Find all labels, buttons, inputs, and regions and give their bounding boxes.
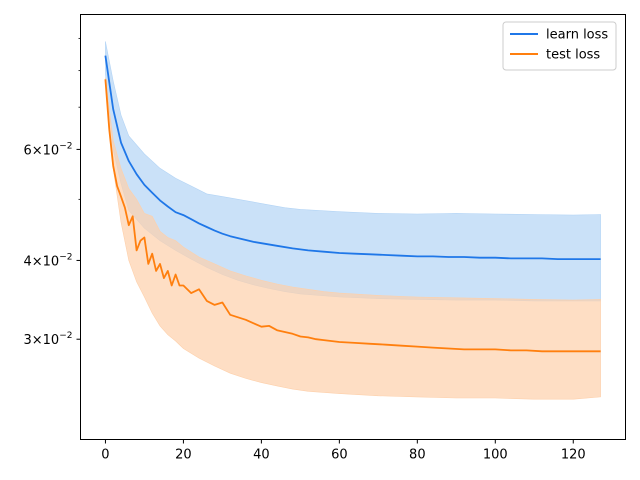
x-tick-label: 120	[561, 448, 586, 463]
plot-frame	[80, 14, 626, 440]
y-tick-label: 4×10−2	[24, 252, 73, 269]
y-tick-label: 3×10−2	[24, 331, 73, 348]
x-tick-label: 40	[253, 448, 270, 463]
x-tick-label: 100	[483, 448, 508, 463]
x-axis: 0 20 40 60 80 100 120	[101, 439, 586, 463]
bands-layer	[105, 41, 601, 400]
y-tick-label: 6×10−2	[24, 141, 73, 158]
lines-layer	[104, 55, 601, 353]
x-tick-label: 80	[409, 448, 426, 463]
line-learn-loss	[104, 55, 601, 260]
x-tick-label: 0	[101, 448, 109, 463]
legend-label-learn-loss: learn loss	[546, 28, 608, 43]
legend-label-test-loss: test loss	[546, 48, 600, 63]
x-tick-label: 20	[175, 448, 192, 463]
band-test-loss	[105, 77, 601, 400]
x-tick-label: 60	[331, 448, 348, 463]
legend: learn loss test loss	[502, 21, 617, 71]
line-test-loss	[104, 79, 601, 353]
y-axis: 3×10−2 4×10−2 6×10−2	[24, 37, 81, 348]
